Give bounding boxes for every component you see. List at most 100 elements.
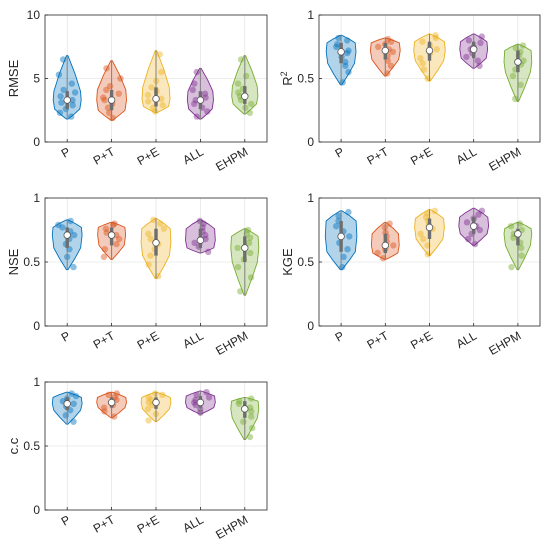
y-axis-label: R2 [279, 71, 295, 85]
median-marker [152, 239, 160, 247]
data-point [432, 34, 439, 42]
data-point [375, 43, 382, 50]
data-point [150, 216, 157, 223]
violin-panel-5: 0 0.5 1 P P+T P+E ALL EHPM c.c [6, 375, 268, 542]
data-point [345, 68, 352, 76]
y-axis-label: RMSE [6, 59, 21, 97]
data-point [70, 418, 77, 425]
data-point [509, 72, 517, 80]
median-marker [196, 236, 205, 244]
data-point [101, 408, 108, 415]
y-tick-label: 1 [33, 375, 40, 389]
data-point [70, 400, 77, 407]
y-tick-label: 0 [307, 135, 314, 149]
data-point [156, 51, 163, 58]
category-label: EHPM [213, 512, 250, 541]
data-point [422, 214, 430, 221]
y-tick-label: 0 [33, 135, 40, 149]
data-point [342, 58, 349, 66]
data-point [145, 261, 152, 268]
data-point [475, 211, 482, 218]
data-point [344, 49, 351, 57]
data-point [113, 240, 120, 248]
data-point [340, 253, 347, 261]
data-point [60, 86, 67, 94]
data-point [508, 263, 515, 271]
data-point [512, 95, 519, 103]
data-point [519, 42, 527, 49]
data-point [345, 47, 352, 54]
data-point [69, 102, 76, 109]
category-label: EHPM [213, 144, 250, 173]
data-point [103, 86, 110, 94]
data-point [342, 62, 349, 69]
data-point [152, 390, 159, 397]
data-point [100, 253, 108, 261]
data-point [144, 91, 152, 99]
data-point [339, 263, 346, 271]
category-label: ALL [180, 512, 206, 535]
data-point [507, 223, 515, 230]
category-label: P [333, 144, 347, 160]
data-point [160, 225, 168, 232]
category-label: P [59, 512, 73, 528]
y-tick-label: 0 [33, 319, 40, 333]
median-marker [470, 222, 478, 230]
data-point [72, 392, 80, 400]
data-point [417, 55, 424, 62]
category-label: P+T [91, 144, 118, 168]
data-point [191, 100, 198, 108]
data-point [465, 235, 472, 243]
data-point [237, 288, 244, 295]
data-point [159, 102, 166, 109]
y-tick-label: 5 [33, 72, 40, 86]
data-point [117, 75, 124, 82]
category-label: ALL [454, 144, 480, 167]
data-point [145, 417, 152, 424]
data-point [55, 71, 63, 78]
data-point [517, 81, 524, 89]
data-point [344, 37, 351, 44]
data-point [68, 390, 75, 397]
data-point [246, 234, 254, 241]
data-point [234, 263, 242, 271]
data-point [234, 244, 241, 252]
data-point [384, 35, 392, 43]
data-point [248, 395, 255, 402]
data-point [68, 80, 76, 87]
data-point [110, 413, 118, 420]
data-point [374, 249, 381, 257]
median-marker [107, 398, 116, 407]
data-point [333, 43, 340, 50]
data-point [518, 252, 525, 259]
y-tick-label: 1 [33, 191, 40, 205]
data-point [57, 93, 64, 100]
data-point [419, 38, 426, 45]
median-marker [241, 244, 249, 252]
median-marker [241, 92, 249, 100]
data-point [520, 57, 527, 64]
y-tick-label: 0.5 [23, 439, 40, 453]
data-point [205, 394, 213, 401]
median-marker [63, 400, 71, 408]
median-marker [63, 96, 71, 104]
data-point [335, 212, 342, 220]
data-point [432, 32, 439, 39]
data-point [145, 399, 152, 406]
data-point [420, 66, 427, 73]
category-label: P+T [91, 328, 118, 352]
data-point [248, 408, 255, 415]
data-point [235, 400, 243, 407]
median-marker [425, 46, 434, 55]
median-marker [337, 48, 345, 56]
data-point [471, 240, 479, 248]
data-point [249, 424, 256, 432]
y-tick-label: 0 [33, 503, 40, 517]
category-label: P [59, 328, 73, 344]
median-marker [337, 232, 345, 241]
data-point [477, 39, 484, 47]
data-point [203, 389, 210, 396]
y-tick-label: 0.5 [297, 72, 314, 86]
data-point [58, 99, 65, 106]
